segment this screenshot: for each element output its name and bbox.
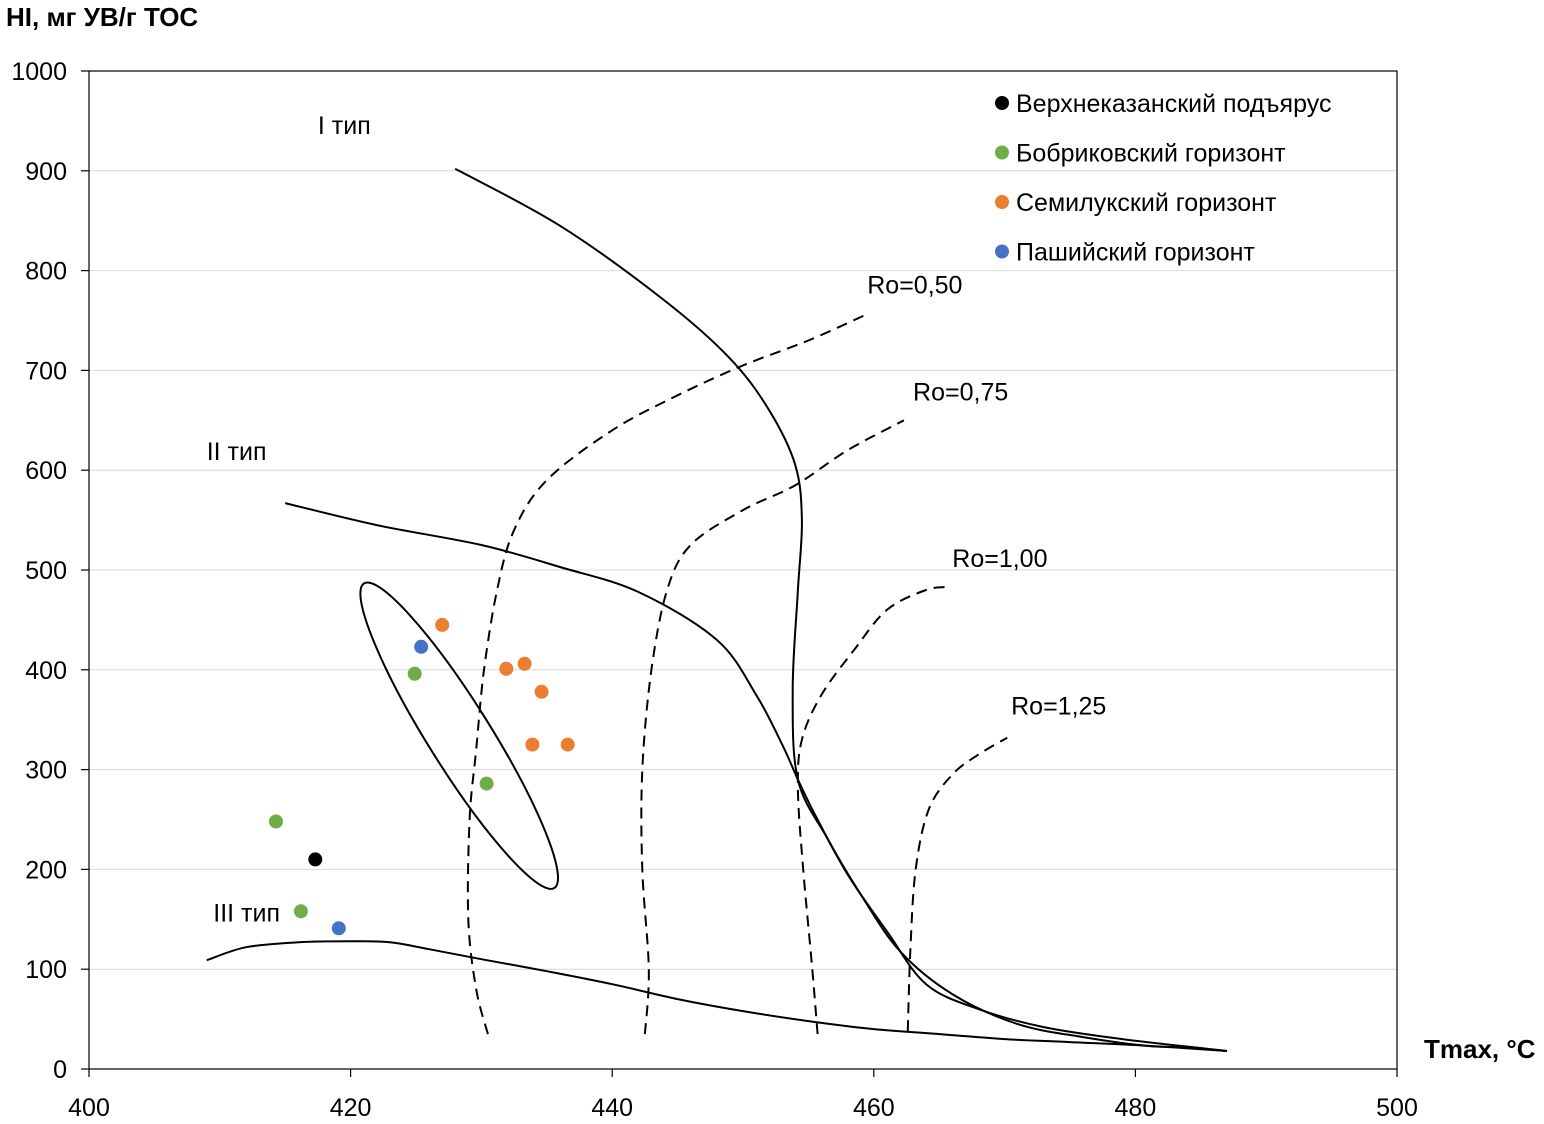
axis-ticks: 0 100 200 300 400 500 600 700 800 900 1000 400 420 44… — [11, 58, 1417, 1122]
x-tick-label: 440 — [591, 1094, 633, 1122]
y-tick-label: 700 — [25, 357, 67, 385]
iso-reflectance-line — [906, 736, 1008, 1032]
y-tick-label: 800 — [25, 258, 67, 286]
data-point — [308, 852, 323, 867]
data-point — [479, 776, 494, 791]
kerogen-type-label: I тип — [318, 112, 371, 140]
y-tick-label: 600 — [25, 457, 67, 485]
y-tick-label: 500 — [25, 557, 67, 585]
data-points — [269, 617, 575, 936]
legend-entry: Семилукский горизонт — [1016, 189, 1277, 217]
legend-marker — [995, 244, 1009, 259]
data-point — [499, 661, 514, 676]
data-point — [517, 656, 532, 671]
y-tick-label: 900 — [25, 158, 67, 186]
annotations: I тип II тип III тип Ro=0,50 Ro=0,75 Ro=1,00 R… — [207, 112, 1107, 927]
kerogen-type-label: II тип — [207, 438, 267, 466]
iso-reflectance-line — [796, 586, 952, 1035]
iso-reflectance-label: Ro=0,75 — [913, 378, 1008, 406]
legend-marker — [995, 145, 1009, 160]
data-point — [435, 617, 450, 632]
gridlines — [89, 170, 1397, 970]
y-tick-label: 1000 — [11, 58, 67, 86]
data-point — [407, 666, 422, 681]
iso-reflectance-lines — [466, 312, 1008, 1035]
x-tick-label: 500 — [1376, 1094, 1418, 1122]
kerogen-type-curve — [206, 940, 1228, 1052]
data-point — [331, 921, 346, 936]
iso-reflectance-label: Ro=0,50 — [867, 272, 962, 300]
y-tick-label: 0 — [53, 1056, 67, 1084]
data-point — [534, 684, 549, 699]
data-point — [293, 904, 308, 919]
x-tick-label: 420 — [330, 1094, 372, 1122]
y-tick-label: 400 — [25, 657, 67, 685]
kerogen-type-curve — [284, 502, 1228, 1052]
y-axis-label: HI, мг УВ/г ТОС — [6, 2, 198, 32]
x-tick-label: 400 — [68, 1094, 110, 1122]
legend-marker — [995, 96, 1009, 110]
data-point — [560, 737, 575, 752]
data-point — [269, 814, 283, 829]
y-tick-label: 200 — [25, 856, 67, 884]
x-tick-label: 460 — [853, 1094, 895, 1122]
iso-reflectance-label: Ro=1,00 — [952, 545, 1047, 573]
y-tick-label: 100 — [25, 956, 67, 984]
kerogen-type-curve — [454, 167, 1228, 1052]
legend-entry: Пашийский горизонт — [1016, 239, 1255, 267]
y-tick-label: 300 — [25, 757, 67, 785]
legend: Верхнеказанский подъярус Бобриковский гор… — [995, 90, 1331, 267]
iso-reflectance-line — [640, 419, 905, 1035]
x-axis-label: Tmax, °C — [1424, 1034, 1536, 1064]
sample-group-ellipse — [359, 581, 560, 890]
kerogen-type-label: III тип — [213, 899, 280, 927]
x-tick-label: 480 — [1115, 1094, 1157, 1122]
kerogen-curves — [206, 167, 1228, 1052]
legend-entry: Верхнеказанский подъярус — [1016, 90, 1331, 118]
data-point — [414, 639, 429, 654]
iso-reflectance-line — [466, 312, 870, 1035]
data-point — [525, 737, 540, 752]
legend-marker — [995, 195, 1009, 209]
legend-entry: Бобриковский горизонт — [1016, 140, 1286, 168]
iso-reflectance-label: Ro=1,25 — [1011, 693, 1106, 721]
